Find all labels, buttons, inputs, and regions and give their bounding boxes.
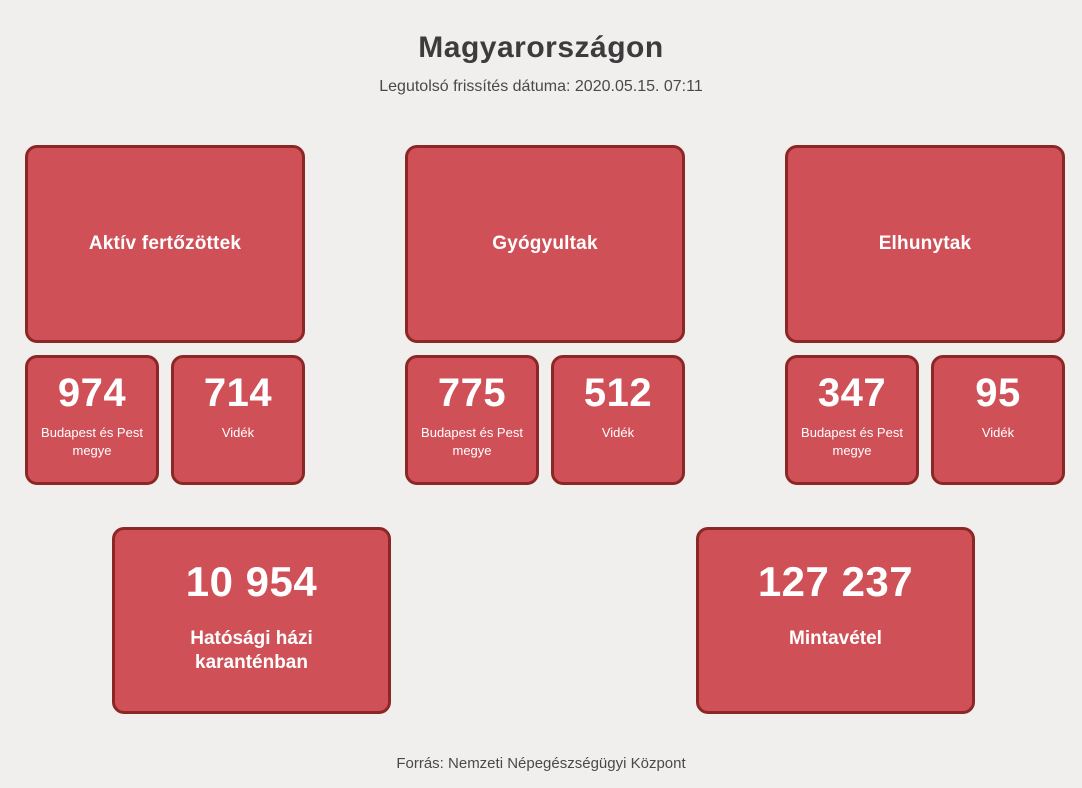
category-card-recovered: Gyógyultak (405, 145, 685, 344)
page-header: Magyarországon Legutolsó frissítés dátum… (0, 0, 1082, 96)
region-card-pair: 775 Budapest és Pest megye 512 Vidék (405, 355, 685, 486)
stat-region-label: Vidék (601, 425, 635, 441)
stat-region-label: Budapest és Pest megye (421, 425, 523, 459)
stat-region-label: Vidék (981, 425, 1015, 441)
stat-card-active-videk: 714 Vidék (171, 355, 305, 486)
stat-value: 714 (203, 371, 273, 416)
samples-label: Mintavétel (789, 628, 882, 650)
last-updated-text: Legutolsó frissítés dátuma: 2020.05.15. … (379, 78, 703, 95)
samples-value: 127 237 (757, 558, 914, 606)
stat-region-label: Budapest és Pest megye (41, 425, 143, 459)
totals-row: 10 954 Hatósági házi karanténban 127 237… (0, 527, 1082, 715)
stat-region-label: Budapest és Pest megye (801, 425, 903, 459)
stat-value: 512 (583, 371, 653, 416)
page-title: Magyarországon (418, 31, 664, 64)
quarantine-label: Hatósági házi karanténban (190, 628, 313, 673)
stat-card-active-budapest: 974 Budapest és Pest megye (25, 355, 159, 486)
samples-card: 127 237 Mintavétel (696, 527, 975, 715)
stat-card-deceased-budapest: 347 Budapest és Pest megye (785, 355, 919, 486)
stat-card-deceased-videk: 95 Vidék (931, 355, 1065, 486)
stat-column-deceased: Elhunytak 347 Budapest és Pest megye 95 … (785, 145, 1065, 486)
stat-card-recovered-videk: 512 Vidék (551, 355, 685, 486)
region-card-pair: 974 Budapest és Pest megye 714 Vidék (25, 355, 305, 486)
category-label: Aktív fertőzöttek (88, 233, 242, 255)
stat-card-recovered-budapest: 775 Budapest és Pest megye (405, 355, 539, 486)
category-label: Elhunytak (878, 233, 972, 255)
source-note: Forrás: Nemzeti Népegészségügyi Központ (396, 755, 686, 773)
category-card-deceased: Elhunytak (785, 145, 1065, 344)
stat-value: 95 (975, 371, 1021, 416)
stat-columns: Aktív fertőzöttek 974 Budapest és Pest m… (0, 145, 1082, 486)
stat-column-active: Aktív fertőzöttek 974 Budapest és Pest m… (25, 145, 305, 486)
stat-value: 347 (817, 371, 887, 416)
category-label: Gyógyultak (492, 233, 598, 255)
stat-column-recovered: Gyógyultak 775 Budapest és Pest megye 51… (405, 145, 685, 486)
quarantine-card: 10 954 Hatósági házi karanténban (112, 527, 391, 715)
stat-region-label: Vidék (221, 425, 255, 441)
stat-value: 775 (437, 371, 507, 416)
region-card-pair: 347 Budapest és Pest megye 95 Vidék (785, 355, 1065, 486)
category-card-active: Aktív fertőzöttek (25, 145, 305, 344)
quarantine-value: 10 954 (185, 558, 318, 606)
stat-value: 974 (57, 371, 127, 416)
